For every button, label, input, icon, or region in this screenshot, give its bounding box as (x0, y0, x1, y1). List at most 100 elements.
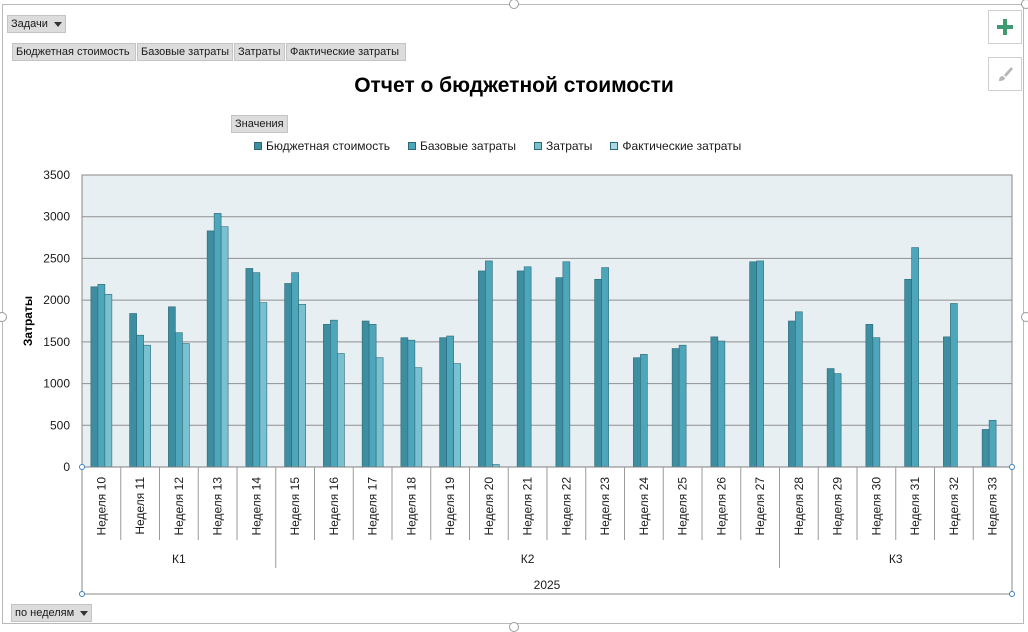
plot-handle (1009, 591, 1015, 597)
series-field-cost[interactable]: Затраты (234, 43, 285, 61)
plot-handle (1009, 464, 1015, 470)
y-tick-label: 3000 (43, 210, 70, 224)
x-tick-label: Неделя 33 (986, 477, 1000, 536)
bar (453, 363, 461, 468)
bar (168, 306, 176, 468)
bar (90, 286, 99, 468)
resize-handle-left[interactable] (0, 312, 7, 322)
legend-item-baseline[interactable]: Базовые затраты (407, 138, 516, 154)
series-field-actual[interactable]: Фактические затраты (286, 43, 406, 61)
bar (323, 324, 331, 468)
bar (400, 337, 409, 468)
resize-handle-top-right[interactable] (1021, 0, 1028, 9)
x-tick-label: Неделя 20 (482, 477, 496, 536)
x-tick-label: Неделя 28 (792, 477, 806, 536)
y-tick-label: 2500 (43, 251, 70, 265)
plot-handle (79, 591, 85, 597)
x-tick-label: Неделя 24 (637, 477, 651, 536)
bar (833, 373, 842, 468)
period-filter-button[interactable]: по неделям (11, 604, 93, 622)
bar (678, 344, 687, 468)
x-tick-label: Неделя 23 (598, 477, 612, 536)
period-filter-label: по неделям (15, 607, 75, 619)
bar (368, 324, 377, 468)
chart-legend: Бюджетная стоимость Базовые затраты Затр… (254, 138, 759, 154)
quarter-label: К1 (172, 552, 186, 566)
legend-swatch (610, 142, 619, 150)
chart-styles-button[interactable] (988, 57, 1022, 91)
bar (826, 368, 835, 468)
legend-item-cost[interactable]: Затраты (534, 138, 592, 154)
tasks-filter-label: Задачи (11, 18, 48, 30)
resize-handle-right[interactable] (1021, 312, 1028, 322)
series-field-baseline[interactable]: Базовые затраты (137, 43, 233, 61)
bar (601, 267, 609, 468)
x-tick-label: Неделя 32 (947, 477, 961, 536)
bar (523, 266, 532, 468)
bar (943, 336, 951, 468)
y-tick-label: 1500 (43, 335, 70, 349)
bar (749, 261, 757, 468)
bar (633, 357, 641, 468)
legend-item-actual[interactable]: Фактические затраты (610, 138, 741, 154)
legend-swatch (407, 142, 416, 150)
bar (988, 419, 997, 468)
legend-label: Затраты (546, 139, 593, 153)
x-tick-label: Неделя 10 (94, 477, 108, 536)
y-tick-label: 3500 (43, 168, 70, 182)
bar (485, 260, 493, 468)
bar (330, 319, 338, 468)
quarter-label: К2 (521, 552, 535, 566)
dropdown-arrow-icon (53, 21, 62, 27)
bar (710, 336, 719, 468)
bar (439, 337, 447, 468)
bar (555, 277, 564, 468)
x-tick-label: Неделя 22 (559, 477, 573, 536)
bar (337, 353, 345, 468)
bar (717, 340, 726, 468)
bar (245, 268, 254, 468)
legend-item-budget[interactable]: Бюджетная стоимость (254, 138, 390, 154)
bar (446, 335, 454, 468)
values-field-button[interactable]: Значения (231, 115, 288, 133)
chart-area-border (81, 174, 1013, 595)
bar (259, 302, 268, 468)
chart-title: Отчет о бюджетной стоимости (354, 74, 674, 97)
x-tick-label: Неделя 13 (211, 477, 225, 536)
bar (206, 230, 215, 468)
x-tick-label: Неделя 11 (133, 477, 147, 535)
x-tick-label: Неделя 14 (249, 477, 263, 536)
bar (981, 429, 990, 468)
y-tick-label: 0 (63, 460, 70, 474)
tasks-filter-button[interactable]: Задачи (7, 15, 66, 33)
bar (143, 344, 151, 468)
brush-icon (999, 67, 1013, 81)
bar (950, 303, 958, 468)
resize-handle-top[interactable] (509, 0, 519, 9)
x-tick-label: Неделя 31 (908, 477, 922, 536)
series-field-budget[interactable]: Бюджетная стоимость (12, 43, 136, 61)
bar (516, 270, 525, 468)
bar (220, 226, 229, 468)
bar (104, 294, 113, 468)
bar (795, 311, 803, 468)
plot-area (82, 175, 1012, 467)
x-tick-label: Неделя 25 (676, 477, 690, 536)
add-chart-element-button[interactable] (988, 10, 1022, 44)
bar (594, 278, 602, 468)
x-tick-label: Неделя 30 (869, 477, 883, 536)
bar (97, 283, 106, 468)
x-tick-label: Неделя 29 (831, 477, 845, 536)
dropdown-arrow-icon (80, 610, 89, 616)
bar (182, 343, 190, 468)
x-tick-label: Неделя 27 (753, 477, 767, 536)
bar (361, 320, 370, 468)
legend-label: Бюджетная стоимость (266, 139, 390, 153)
quarter-label: К3 (889, 552, 903, 566)
bar (671, 348, 680, 468)
bar (478, 270, 486, 468)
bar (298, 304, 306, 468)
x-tick-label: Неделя 18 (404, 477, 418, 536)
y-tick-label: 1000 (43, 377, 70, 391)
